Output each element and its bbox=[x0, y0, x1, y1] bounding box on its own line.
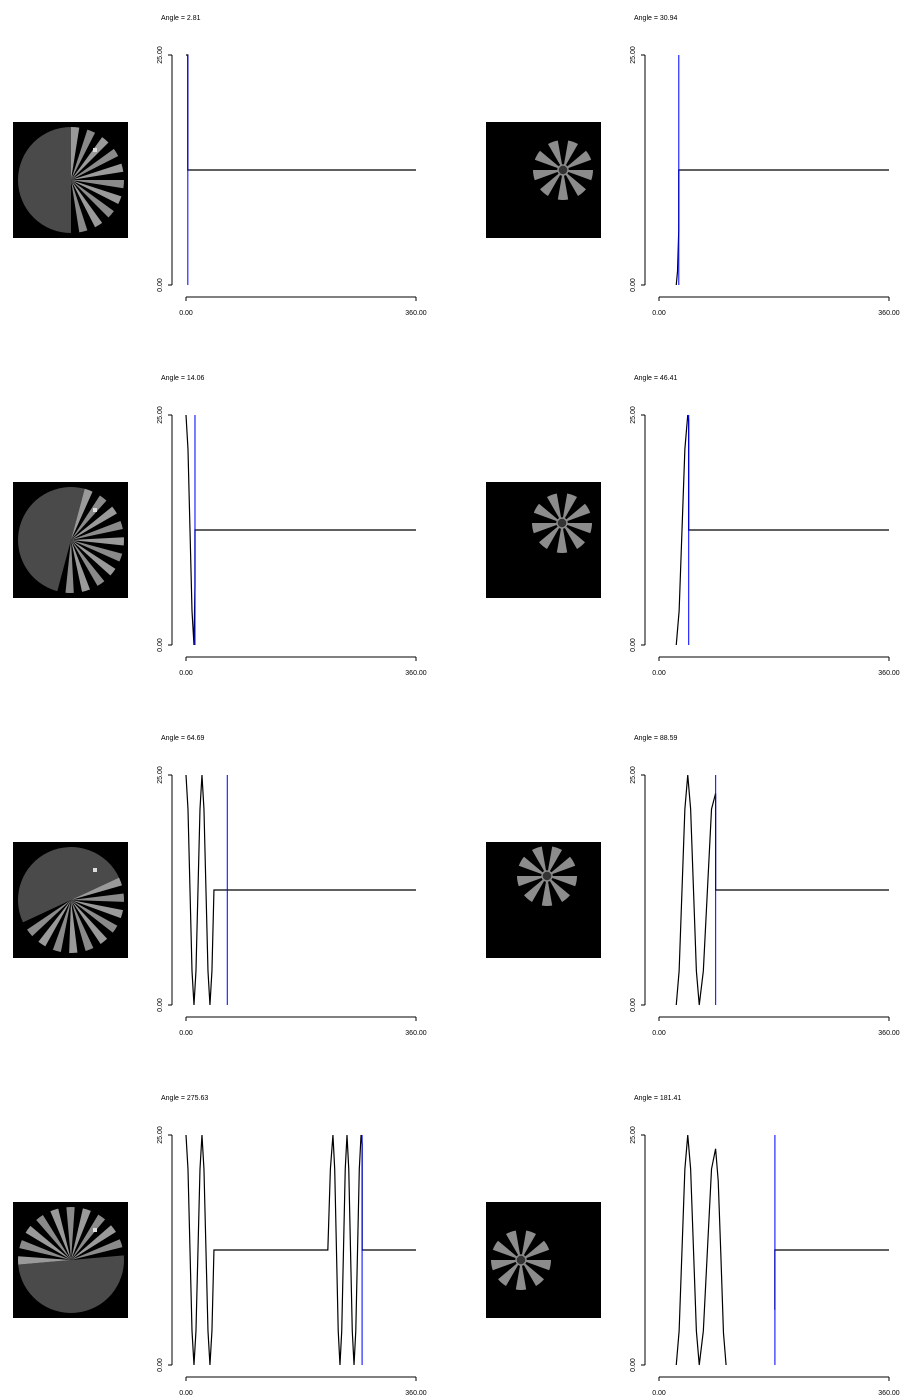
x-tick-label: 0.00 bbox=[179, 310, 193, 317]
image-hub bbox=[557, 518, 567, 528]
x-tick-label: 360.00 bbox=[405, 670, 427, 677]
x-tick-label: 0.00 bbox=[652, 1030, 666, 1037]
y-tick-label: 25.00 bbox=[157, 46, 164, 64]
y-tick-label: 0.00 bbox=[630, 1358, 637, 1372]
x-tick-label: 360.00 bbox=[878, 670, 900, 677]
y-tick-label: 25.00 bbox=[630, 1126, 637, 1144]
image-marker bbox=[93, 508, 97, 512]
panel: Angle = 14.06 0.00 360.00 0.00 25.00 bbox=[13, 375, 427, 677]
chart-title: Angle = 64.69 bbox=[161, 735, 205, 742]
image-marker bbox=[93, 148, 97, 152]
x-tick-label: 0.00 bbox=[652, 310, 666, 317]
image-hub bbox=[558, 165, 568, 175]
x-tick-label: 0.00 bbox=[179, 1030, 193, 1037]
x-tick-label: 360.00 bbox=[878, 310, 900, 317]
y-tick-label: 0.00 bbox=[630, 998, 637, 1012]
x-tick-label: 0.00 bbox=[652, 1390, 666, 1396]
image-background bbox=[486, 122, 601, 238]
y-tick-label: 0.00 bbox=[157, 638, 164, 652]
chart-title: Angle = 46.41 bbox=[634, 375, 678, 382]
x-tick-label: 0.00 bbox=[652, 670, 666, 677]
y-tick-label: 0.00 bbox=[157, 278, 164, 292]
y-tick-label: 25.00 bbox=[157, 766, 164, 784]
chart-title: Angle = 275.63 bbox=[161, 1095, 208, 1102]
y-tick-label: 25.00 bbox=[630, 46, 637, 64]
y-tick-label: 25.00 bbox=[630, 406, 637, 424]
x-tick-label: 0.00 bbox=[179, 1390, 193, 1396]
panel: Angle = 181.41 0.00 360.00 0.00 25.00 bbox=[486, 1095, 900, 1396]
chart-title: Angle = 30.94 bbox=[634, 15, 678, 22]
y-tick-label: 0.00 bbox=[157, 998, 164, 1012]
chart-title: Angle = 14.06 bbox=[161, 375, 205, 382]
y-tick-label: 25.00 bbox=[630, 766, 637, 784]
line-series bbox=[676, 415, 889, 645]
x-tick-label: 360.00 bbox=[878, 1030, 900, 1037]
panel: Angle = 46.41 0.00 360.00 0.00 25.00 bbox=[486, 375, 900, 677]
x-tick-label: 360.00 bbox=[405, 1390, 427, 1396]
x-tick-label: 0.00 bbox=[179, 670, 193, 677]
x-tick-label: 360.00 bbox=[405, 310, 427, 317]
line-series bbox=[186, 55, 416, 170]
y-tick-label: 0.00 bbox=[157, 1358, 164, 1372]
chart-title: Angle = 181.41 bbox=[634, 1095, 681, 1102]
image-marker bbox=[93, 1228, 97, 1232]
panel: Angle = 275.63 0.00 360.00 0.00 25.00 bbox=[13, 1095, 427, 1396]
y-tick-label: 25.00 bbox=[157, 1126, 164, 1144]
page: Angle = 2.810.00360.000.0025.00Angle = 3… bbox=[0, 0, 903, 1396]
line-series bbox=[186, 775, 416, 1005]
line-series bbox=[676, 1135, 889, 1365]
chart-title: Angle = 2.81 bbox=[161, 15, 201, 22]
x-tick-label: 360.00 bbox=[878, 1390, 900, 1396]
line-series bbox=[676, 170, 889, 285]
image-marker bbox=[93, 868, 97, 872]
panel: Angle = 2.81 0.00 360.00 0.00 25.00 bbox=[13, 15, 427, 317]
line-series bbox=[186, 1135, 416, 1365]
figure: Angle = 2.810.00360.000.0025.00Angle = 3… bbox=[0, 0, 903, 1396]
panel: Angle = 88.59 0.00 360.00 0.00 25.00 bbox=[486, 735, 900, 1037]
image-hub bbox=[516, 1255, 526, 1265]
y-tick-label: 25.00 bbox=[157, 406, 164, 424]
line-series bbox=[676, 775, 889, 1005]
y-tick-label: 0.00 bbox=[630, 278, 637, 292]
chart-title: Angle = 88.59 bbox=[634, 735, 678, 742]
x-tick-label: 360.00 bbox=[405, 1030, 427, 1037]
line-series bbox=[186, 415, 416, 645]
panel: Angle = 64.69 0.00 360.00 0.00 25.00 bbox=[13, 735, 427, 1037]
image-hub bbox=[542, 871, 552, 881]
panel: Angle = 30.94 0.00 360.00 0.00 25.00 bbox=[486, 15, 900, 317]
y-tick-label: 0.00 bbox=[630, 638, 637, 652]
